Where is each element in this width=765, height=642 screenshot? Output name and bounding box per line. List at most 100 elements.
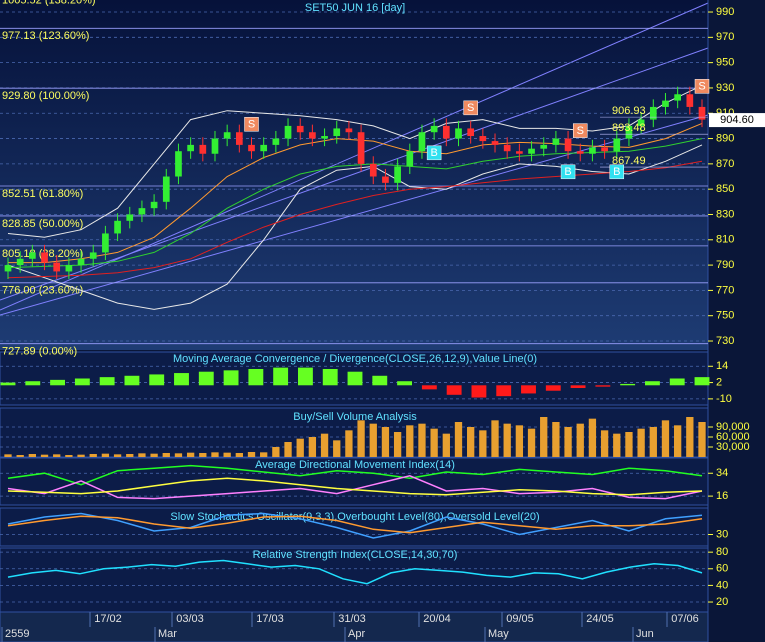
- y-tick-label: 930: [716, 82, 734, 94]
- y-tick-label: 14: [716, 360, 728, 372]
- indicator-line: [7, 144, 703, 310]
- x-tick-label: 03/03: [176, 613, 204, 625]
- y-tick-label: 30,000: [716, 441, 750, 453]
- price-label: 893.48: [612, 122, 646, 134]
- bar: [613, 433, 621, 457]
- candle-body: [65, 265, 73, 272]
- bar: [174, 453, 183, 457]
- y-tick-label: 810: [716, 234, 734, 246]
- candle-body: [430, 125, 438, 133]
- candle-body: [674, 94, 681, 101]
- bar: [588, 418, 597, 457]
- signal-marker: [572, 123, 588, 138]
- bar: [521, 385, 536, 394]
- fib-label: 977.13 (123.60%): [2, 30, 89, 42]
- bar: [53, 454, 61, 457]
- candle-body: [637, 119, 645, 126]
- y-tick-label: -10: [716, 393, 732, 405]
- bar: [223, 452, 231, 457]
- signal-marker: [609, 164, 625, 180]
- bar: [421, 385, 437, 390]
- candle-body: [41, 252, 48, 263]
- bar: [357, 420, 365, 457]
- bar: [99, 377, 115, 386]
- y-tick-label: 770: [716, 284, 734, 296]
- indicator-line: [7, 160, 703, 279]
- y-tick-label: 890: [716, 132, 734, 144]
- candle-body: [357, 132, 365, 164]
- candle-body: [686, 94, 694, 107]
- candle-body: [589, 147, 596, 154]
- x-tick-label: 09/05: [506, 613, 534, 625]
- month-label: Apr: [348, 628, 365, 640]
- bar: [74, 378, 90, 386]
- series-line: [7, 512, 703, 539]
- y-tick-label: 90,000: [716, 421, 750, 433]
- bar: [126, 454, 134, 457]
- signal-marker: [463, 100, 478, 116]
- candle-body: [503, 144, 511, 152]
- candle-body: [309, 132, 316, 139]
- candle-body: [576, 151, 584, 154]
- candle-body: [175, 151, 182, 177]
- panel-title: Slow Stochactics Oscillator(9,3,3),Overb…: [170, 511, 539, 523]
- candle-body: [613, 138, 621, 152]
- bar: [345, 430, 353, 457]
- candle-body: [333, 128, 341, 137]
- signal-label: B: [564, 166, 571, 178]
- candle-body: [29, 252, 36, 259]
- bar: [369, 423, 377, 457]
- signal-marker: [244, 117, 259, 132]
- bar: [649, 427, 657, 457]
- y-tick-label: 60,000: [716, 431, 750, 443]
- x-tick-label: 20/04: [423, 613, 451, 625]
- y-tick-label: 80: [716, 546, 728, 558]
- bar: [248, 368, 264, 386]
- bar: [124, 375, 140, 386]
- y-tick-label: 34: [716, 467, 728, 479]
- candle-body: [467, 128, 475, 137]
- candle-body: [564, 138, 572, 152]
- candle-body: [649, 106, 657, 120]
- candle-body: [284, 125, 292, 139]
- y-tick-label: 850: [716, 183, 734, 195]
- y-tick-label: 730: [716, 335, 734, 347]
- price-label: 906.93: [612, 105, 646, 117]
- candle-body: [296, 125, 304, 133]
- y-tick-label: 870: [716, 158, 734, 170]
- signal-marker: [426, 145, 442, 161]
- candle-body: [150, 201, 158, 209]
- bar: [347, 371, 363, 386]
- month-label: 2559: [5, 628, 29, 640]
- candle-body: [138, 208, 146, 215]
- bar: [381, 427, 390, 457]
- bar: [273, 367, 289, 386]
- last-price-box: [709, 113, 765, 128]
- bar: [552, 422, 560, 457]
- bar: [0, 382, 16, 386]
- bar: [644, 381, 660, 386]
- bar: [496, 385, 512, 397]
- bar: [174, 373, 189, 386]
- candle-body: [418, 132, 426, 152]
- x-tick-label: 17/02: [94, 613, 122, 625]
- bar: [491, 420, 499, 457]
- month-label: May: [488, 628, 509, 640]
- bar: [260, 452, 268, 457]
- signal-label: S: [577, 125, 584, 137]
- signal-label: S: [698, 81, 705, 93]
- candle-body: [662, 100, 669, 107]
- fib-label: 727.89 (0.00%): [2, 346, 77, 358]
- bar: [570, 385, 586, 389]
- bar: [669, 378, 685, 386]
- bar: [113, 454, 122, 457]
- candle-body: [199, 144, 207, 154]
- candle-body: [382, 176, 389, 183]
- y-tick-label: 60: [716, 563, 728, 575]
- bar: [467, 427, 475, 457]
- series-line: [7, 464, 703, 486]
- bar: [186, 452, 195, 457]
- candle-body: [698, 106, 706, 120]
- candle-body: [625, 125, 633, 139]
